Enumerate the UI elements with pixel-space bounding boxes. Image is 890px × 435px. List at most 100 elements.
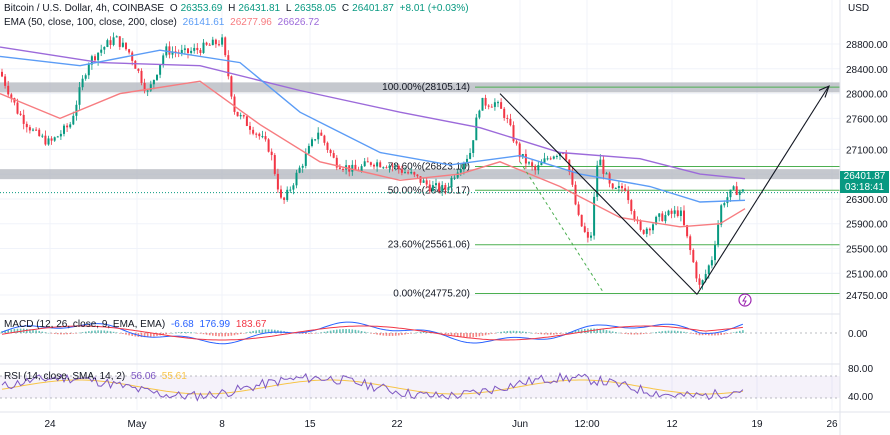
time-tick-label: 19 <box>751 419 763 430</box>
macd-histogram-bar <box>326 331 329 333</box>
candle-body <box>196 47 199 51</box>
candle <box>376 159 379 172</box>
candle-body <box>397 165 400 170</box>
candle-body <box>32 129 34 131</box>
candle <box>304 148 307 169</box>
candle <box>47 135 50 146</box>
candle <box>295 169 298 189</box>
candle <box>118 36 121 50</box>
candle-body <box>84 75 87 79</box>
macd-histogram-bar <box>385 333 388 336</box>
candle-body <box>103 46 106 50</box>
macd-histogram-bar <box>661 331 664 333</box>
macd-histogram-bar <box>7 329 9 333</box>
macd-histogram-bar <box>218 333 220 337</box>
candle <box>596 160 599 201</box>
candle-body <box>497 102 499 104</box>
candle-body <box>528 162 530 164</box>
macd-histogram-bar <box>69 333 71 335</box>
macd-histogram-bar <box>348 329 350 333</box>
macd-histogram-bar <box>314 333 316 334</box>
candle <box>307 143 310 154</box>
macd-histogram-bar <box>153 333 155 337</box>
macd-histogram-bar <box>509 330 512 333</box>
macd-histogram-bar <box>478 333 481 337</box>
candle <box>280 185 282 200</box>
candle-body <box>447 187 450 190</box>
candle <box>394 163 397 171</box>
candle-body <box>190 50 193 53</box>
macd-histogram-bar <box>683 331 685 333</box>
fib-level-label: 23.60%(25561.06) <box>388 240 470 251</box>
candle <box>568 159 571 176</box>
rsi-pane: 80.00 40.00 <box>0 363 873 403</box>
macd-histogram-bar <box>522 331 524 333</box>
candle-body <box>413 172 416 175</box>
macd-histogram-bar <box>329 330 332 333</box>
candle <box>84 73 87 81</box>
macd-histogram-bar <box>122 333 124 334</box>
candle-body <box>249 125 251 130</box>
candle-body <box>149 84 152 91</box>
macd-histogram-bar <box>205 333 208 335</box>
candle-body <box>583 226 586 232</box>
macd-histogram-bar <box>441 333 443 334</box>
candle-body <box>472 140 475 153</box>
candle <box>735 181 738 196</box>
candle-body <box>664 215 667 222</box>
candle <box>115 35 118 38</box>
ema-lines <box>0 46 746 228</box>
candle <box>264 131 267 142</box>
candle-body <box>438 183 441 192</box>
time-tick-label: 12:00 <box>574 419 599 430</box>
candle <box>351 160 354 176</box>
macd-histogram-bar <box>13 328 16 333</box>
candle-body <box>298 167 301 173</box>
candle-body <box>180 49 183 54</box>
candle <box>428 180 431 194</box>
macd-histogram-bar <box>239 333 242 334</box>
candle <box>490 103 493 108</box>
time-tick-label: 26 <box>826 419 838 430</box>
candle <box>335 155 338 171</box>
macd-histogram-bar <box>670 330 673 333</box>
candle <box>270 148 273 161</box>
candle <box>100 44 103 57</box>
macd-histogram-bar <box>673 330 676 333</box>
macd-histogram-bar <box>78 332 81 334</box>
time-tick-label: May <box>128 419 147 430</box>
candle-body <box>143 82 146 91</box>
candle-body <box>363 161 366 167</box>
macd-histogram-bar <box>103 330 106 333</box>
macd-histogram-bar <box>720 333 722 335</box>
candle <box>621 183 623 193</box>
candle-body <box>56 136 59 138</box>
candle <box>710 256 713 269</box>
candle <box>531 159 534 171</box>
candle-body <box>416 174 419 177</box>
candle-body <box>50 138 53 141</box>
time-tick-label: 15 <box>304 419 316 430</box>
macd-histogram-bar <box>252 330 254 333</box>
candle <box>87 62 90 80</box>
macd-histogram-bar <box>236 333 239 335</box>
candle <box>416 174 419 179</box>
price-tick-label: 28400.00 <box>846 65 888 76</box>
candle-body <box>469 152 472 159</box>
candle <box>22 109 25 130</box>
macd-histogram-bar <box>53 333 56 334</box>
candle <box>673 205 676 218</box>
candle <box>717 220 720 248</box>
macd-histogram-bar <box>208 333 211 336</box>
macd-histogram-bar <box>140 333 143 338</box>
candle-body <box>475 117 478 141</box>
candle-body <box>146 90 149 92</box>
macd-histogram-bar <box>422 331 425 333</box>
candle <box>425 177 428 188</box>
candle-body <box>652 224 654 231</box>
macd-histogram-bar <box>171 332 174 334</box>
candle-body <box>53 137 56 141</box>
price-tick-label: 24750.00 <box>846 291 888 302</box>
macd-histogram-bar <box>494 333 496 334</box>
